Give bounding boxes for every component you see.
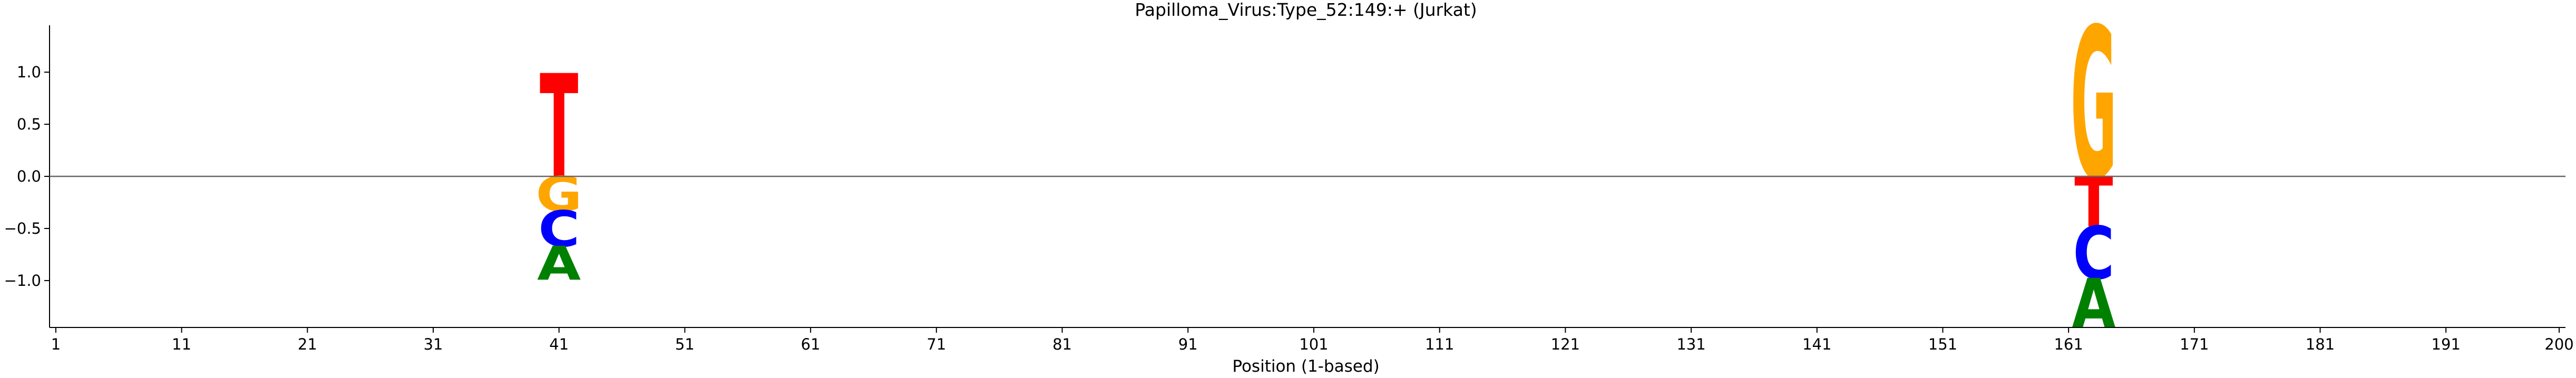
logo-letter-glyph: C — [538, 201, 580, 258]
logo-letter-c: C — [538, 201, 580, 258]
x-tick-label: 71 — [926, 335, 946, 353]
logo-letter-t: T — [540, 46, 578, 211]
x-tick-label: 51 — [675, 335, 695, 353]
logo-letter-glyph: C — [2073, 212, 2114, 296]
y-tick-label: 0.5 — [17, 115, 41, 133]
x-tick-label: 121 — [1551, 335, 1580, 353]
y-tick-label: 1.0 — [17, 63, 41, 81]
x-tick-label: 1 — [51, 335, 61, 353]
y-tick-label: −1.0 — [4, 272, 41, 290]
logo-letter-c: C — [2073, 212, 2114, 296]
x-tick-label: 191 — [2432, 335, 2461, 353]
x-tick-label: 11 — [172, 335, 191, 353]
x-tick-label: 141 — [1802, 335, 1831, 353]
x-tick-label: 81 — [1052, 335, 1072, 353]
logo-letter-glyph: T — [540, 46, 578, 211]
x-tick-label: 171 — [2180, 335, 2209, 353]
logo-letter-glyph: A — [2072, 265, 2115, 344]
x-tick-label: 111 — [1425, 335, 1454, 353]
x-ticks: 1 11 21 31 41 51 61 71 81 91 101 111 121 131 141 151 161… — [51, 327, 2574, 353]
axes — [49, 25, 2565, 328]
logo-letter-glyph: A — [537, 237, 581, 291]
x-tick-label: 131 — [1676, 335, 1705, 353]
x-axis-label: Position (1-based) — [1232, 357, 1379, 376]
x-tick-label: 41 — [549, 335, 569, 353]
x-tick-label: 200 — [2544, 335, 2573, 353]
x-tick-label: 31 — [424, 335, 443, 353]
x-tick-label: 61 — [801, 335, 821, 353]
y-tick-label: 0.0 — [17, 167, 41, 185]
logo-letter-g: G — [2071, 0, 2117, 225]
chart-title: Papilloma_Virus:Type_52:149:+ (Jurkat) — [1135, 0, 1477, 20]
x-tick-label: 91 — [1178, 335, 1198, 353]
y-ticks: 1.0 0.5 0.0 −0.5 −1.0 — [4, 63, 50, 290]
x-tick-label: 101 — [1299, 335, 1328, 353]
x-tick-label: 21 — [298, 335, 317, 353]
x-tick-label: 181 — [2306, 335, 2335, 353]
x-tick-label: 151 — [1928, 335, 1957, 353]
logo-letter-glyph: G — [2071, 0, 2117, 225]
x-tick-label: 161 — [2054, 335, 2083, 353]
y-tick-label: −0.5 — [4, 220, 41, 237]
logo-letter-a: A — [537, 237, 581, 291]
logo-letter-a: A — [2072, 265, 2115, 344]
